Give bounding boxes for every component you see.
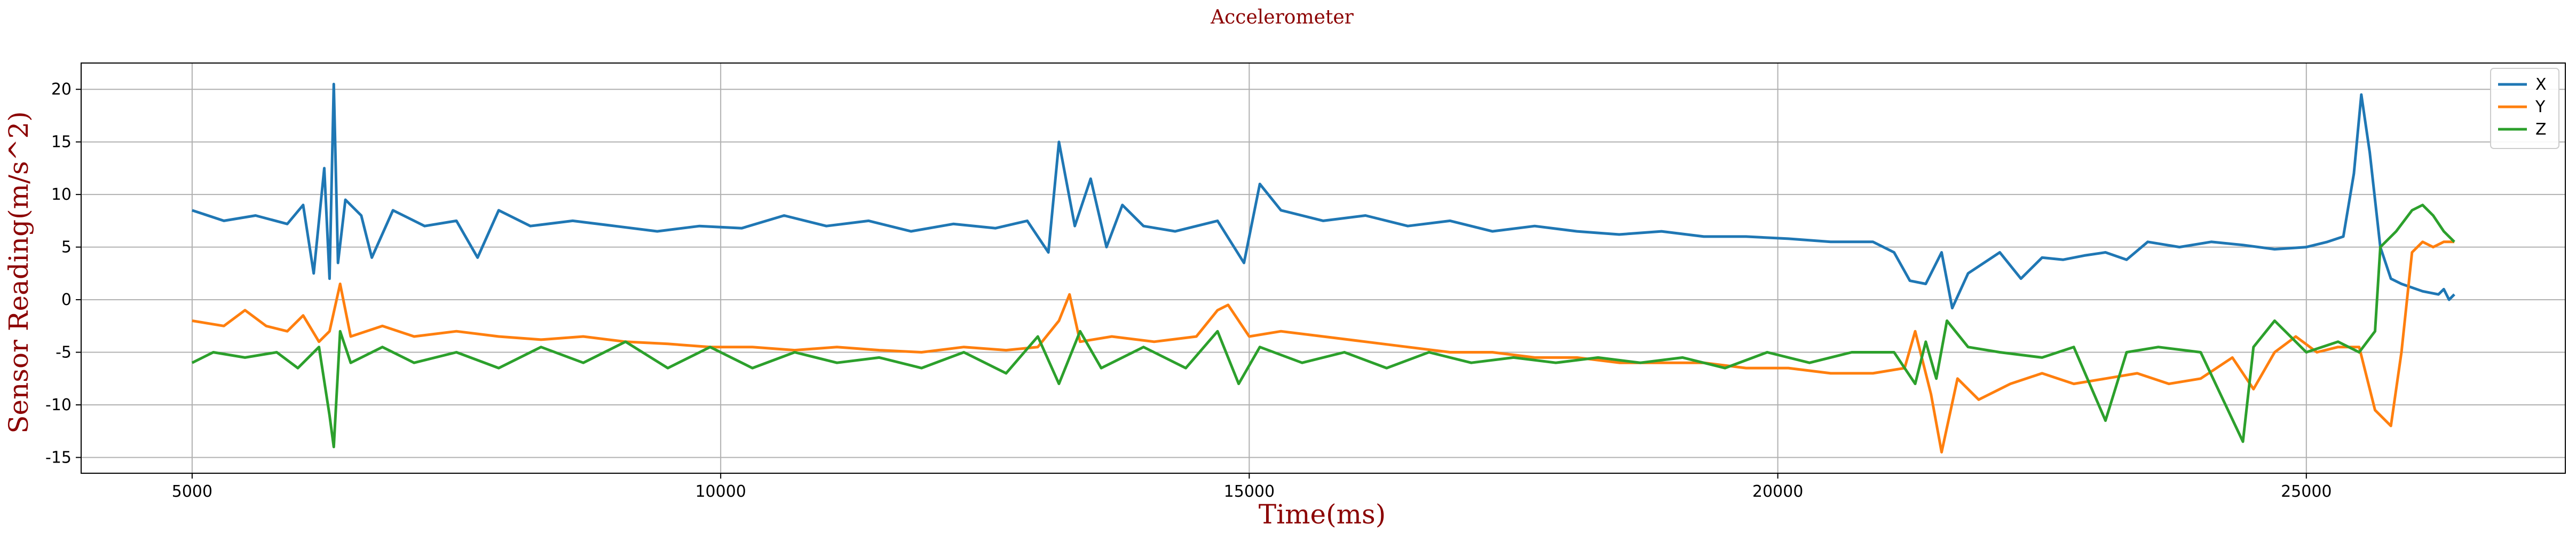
y-tick-label: 15: [51, 133, 72, 152]
y-tick-label: 10: [51, 185, 72, 204]
legend-box: [2490, 68, 2559, 149]
legend-label-y: Y: [2535, 98, 2546, 116]
plot-frame: [81, 62, 2566, 474]
y-tick-label: 5: [61, 238, 72, 257]
x-tick-label: 15000: [1224, 482, 1275, 501]
y-tick-label: 20: [51, 80, 72, 99]
series-line-y: [192, 240, 2455, 454]
y-tick-label: -10: [45, 396, 72, 414]
series-line-x: [192, 82, 2455, 310]
y-tick-label: -5: [56, 343, 72, 362]
axis-ticks: 5000 10000 15000 20000 25000 -15 -10 -5 0 5 10 15 20: [45, 80, 2332, 501]
series-lines: [191, 82, 2455, 454]
series-line-z: [191, 204, 2455, 449]
grid-lines: [81, 63, 2565, 473]
legend: XYZ: [2490, 68, 2559, 149]
legend-label-z: Z: [2535, 120, 2547, 139]
y-tick-label: -15: [45, 448, 72, 467]
x-tick-label: 5000: [172, 482, 212, 501]
x-tick-label: 10000: [695, 482, 746, 501]
x-tick-label: 20000: [1752, 482, 1803, 501]
legend-label-x: X: [2535, 75, 2547, 94]
y-axis-label: Sensor Reading(m/s^2): [3, 111, 34, 434]
chart-title: Accelerometer: [1210, 6, 1354, 28]
x-tick-label: 25000: [2281, 482, 2332, 501]
y-tick-label: 0: [61, 291, 72, 309]
x-axis-label: Time(ms): [1259, 499, 1386, 530]
